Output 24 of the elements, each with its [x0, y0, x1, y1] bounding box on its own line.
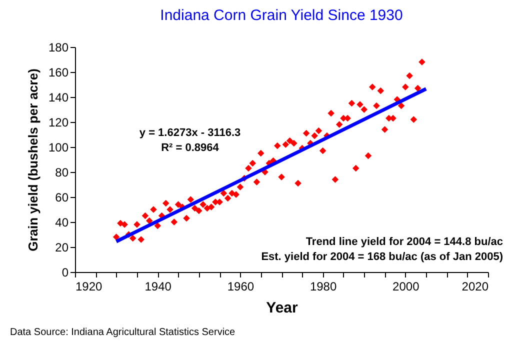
x-tick-label: 2020 [462, 280, 489, 294]
chart-title: Indiana Corn Grain Yield Since 1930 [160, 7, 403, 24]
x-tick-label: 2000 [392, 280, 420, 294]
annotation: y = 1.6273x - 3116.3 [139, 127, 241, 139]
x-axis-title: Year [266, 300, 298, 316]
y-tick-label: 180 [48, 40, 69, 54]
x-tick-label: 1940 [144, 280, 172, 294]
annotation: R² = 0.8964 [161, 142, 220, 154]
y-tick-label: 20 [55, 240, 69, 254]
x-tick-label: 1980 [310, 280, 337, 294]
x-tick-label: 1920 [76, 280, 103, 294]
x-tick-label: 1960 [227, 280, 254, 294]
y-tick-label: 40 [55, 216, 69, 230]
y-tick-label: 120 [48, 116, 69, 130]
y-tick-label: 140 [48, 90, 69, 104]
y-tick-label: 0 [62, 266, 69, 280]
y-tick-label: 60 [55, 190, 69, 204]
annotation: Trend line yield for 2004 = 144.8 bu/ac [306, 236, 503, 248]
y-tick-label: 160 [48, 66, 69, 80]
y-tick-label: 100 [48, 140, 69, 154]
y-tick-label: 80 [55, 166, 69, 180]
annotation: Est. yield for 2004 = 168 bu/ac (as of Jan 2005) [261, 251, 504, 263]
source-note: Data Source: Indiana Agricultural Statistics Service [10, 327, 236, 338]
y-axis-title: Grain yield (bushels per acre) [25, 68, 40, 252]
